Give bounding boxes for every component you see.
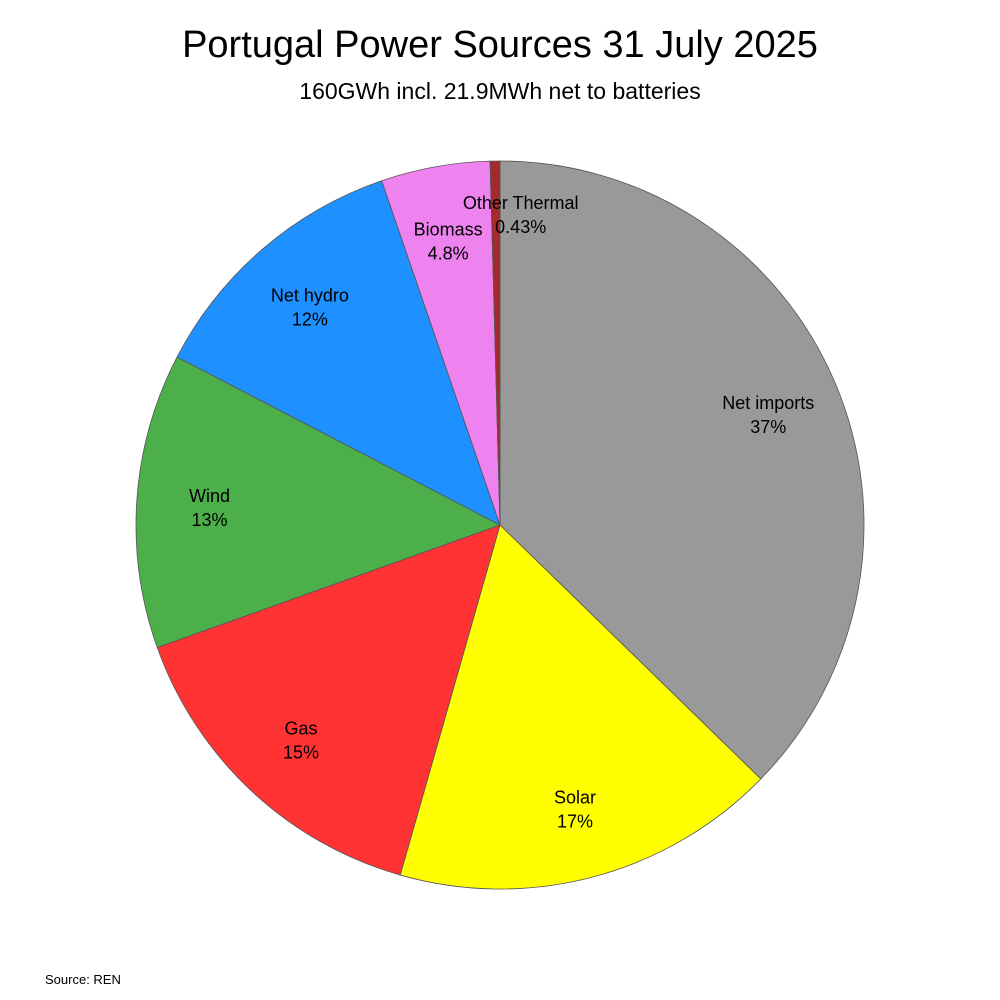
- slice-value-solar: 17%: [557, 811, 593, 831]
- slice-value-net-imports: 37%: [750, 417, 786, 437]
- chart-title: Portugal Power Sources 31 July 2025: [182, 24, 818, 66]
- pie-slices: [135, 160, 865, 890]
- slice-label-other-thermal: Other Thermal: [463, 193, 579, 213]
- slice-label-wind: Wind: [189, 486, 230, 506]
- slice-label-net-imports: Net imports: [722, 393, 814, 413]
- slice-value-other-thermal: 0.43%: [495, 217, 546, 237]
- pie-labels: Net imports 37% Solar 17% Gas 15% Wind 13% Net h…: [189, 193, 814, 831]
- slice-solar: [399, 524, 762, 890]
- slice-label-gas: Gas: [284, 719, 317, 739]
- slice-value-gas: 15%: [283, 743, 319, 763]
- slice-value-biomass: 4.8%: [428, 244, 469, 264]
- slice-wind: [135, 356, 501, 649]
- slice-net-hydro: [176, 180, 501, 526]
- slice-label-solar: Solar: [554, 787, 596, 807]
- slice-label-net-hydro: Net hydro: [271, 285, 349, 305]
- slice-other-thermal: [489, 160, 501, 526]
- slice-value-net-hydro: 12%: [292, 309, 328, 329]
- slice-label-biomass: Biomass: [414, 220, 483, 240]
- chart-subtitle: 160GWh incl. 21.9MWh net to batteries: [299, 78, 701, 104]
- slice-gas: [156, 524, 501, 876]
- slice-net-imports: [499, 160, 865, 780]
- slice-value-wind: 13%: [191, 510, 227, 530]
- source-note: Source: REN: [45, 972, 121, 987]
